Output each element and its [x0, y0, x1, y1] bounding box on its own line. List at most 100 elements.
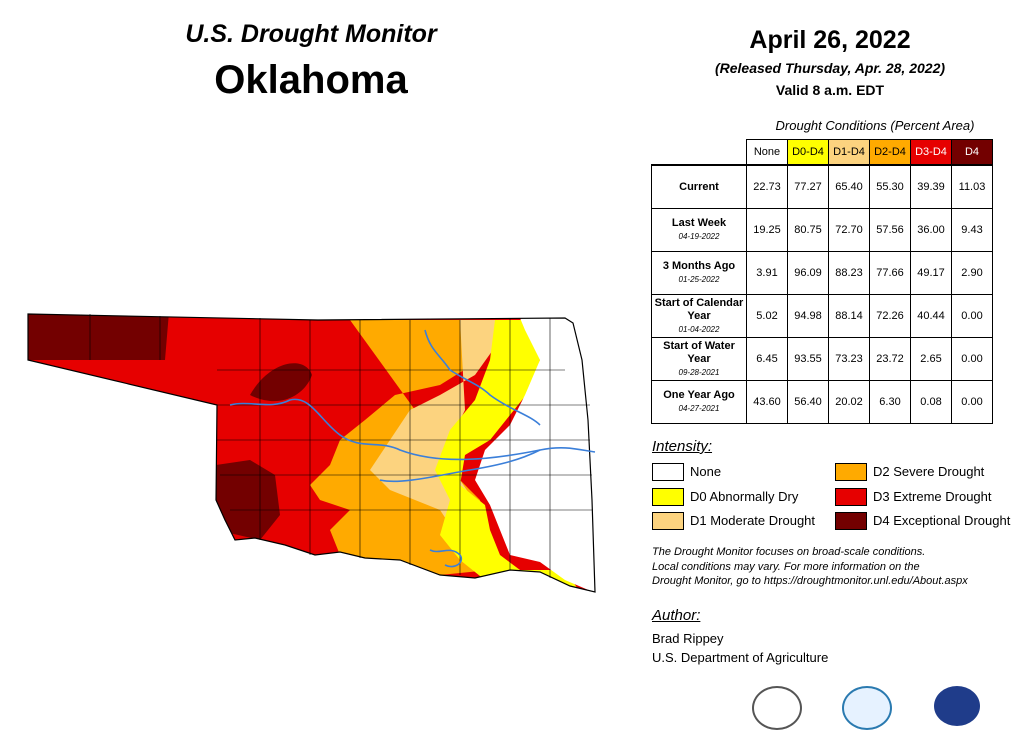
legend-swatch [652, 488, 684, 506]
table-header-row: None D0-D4 D1-D4 D2-D4 D3-D4 D4 [652, 139, 993, 166]
oklahoma-drought-map [27, 313, 596, 593]
table-cell: 55.30 [869, 164, 911, 209]
row-label-text: Start of Water Year [663, 339, 735, 365]
column-header-d1-d4: D1-D4 [828, 139, 870, 166]
column-header-d3-d4: D3-D4 [910, 139, 952, 166]
legend-swatch [835, 463, 867, 481]
d4-northwest [250, 363, 312, 402]
note-line-3: Drought Monitor, go to https://droughtmo… [652, 575, 968, 587]
column-header-d4: D4 [951, 139, 993, 166]
row-label-text: 3 Months Ago [662, 260, 736, 272]
row-date: 01-04-2022 [678, 324, 720, 334]
none-region [475, 318, 595, 592]
table-cell: 6.30 [869, 380, 911, 424]
row-date: 09-28-2021 [678, 367, 720, 377]
row-label-text: Last Week [671, 217, 727, 229]
table-cell: 57.56 [869, 208, 911, 252]
legend-swatch [652, 512, 684, 530]
row-date: 01-25-2022 [678, 275, 720, 284]
row-date: 04-19-2022 [678, 232, 720, 241]
table-cell: 72.70 [828, 208, 870, 252]
row-label: Current [651, 164, 747, 209]
table-cell: 19.25 [746, 208, 788, 252]
usda-logo [842, 686, 892, 730]
table-cell: 49.17 [910, 251, 952, 295]
table-cell: 93.55 [787, 337, 829, 381]
table-row: Last Week 04-19-2022 19.25 80.75 72.70 57.56 3… [651, 208, 993, 252]
row-label-text: Current [679, 180, 719, 193]
table-cell: 5.02 [746, 294, 788, 338]
table-cell: 11.03 [951, 164, 993, 209]
table-cell: 3.91 [746, 251, 788, 295]
row-label: Start of Calendar Year 01-04-2022 [651, 294, 747, 338]
d1-region [370, 320, 500, 540]
table-cell: 40.44 [910, 294, 952, 338]
legend-label: D2 Severe Drought [873, 464, 985, 479]
legend-swatch [652, 463, 684, 481]
map-title: U.S. Drought Monitor [185, 20, 437, 48]
table-cell: 56.40 [787, 380, 829, 424]
drought-conditions-table: None D0-D4 D1-D4 D2-D4 D3-D4 D4 Current 22.73 7… [651, 139, 993, 424]
release-date: (Released Thursday, Apr. 28, 2022) [714, 60, 946, 76]
row-label-text: One Year Ago [663, 389, 735, 401]
table-cell: 96.09 [787, 251, 829, 295]
table-cell: 2.90 [951, 251, 993, 295]
table-row: Start of Calendar Year 01-04-2022 5.02 94.9… [651, 294, 993, 338]
table-cell: 65.40 [828, 164, 870, 209]
ndmc-logo [752, 686, 802, 730]
table-row: Start of Water Year 09-28-2021 6.45 93.55 73… [651, 337, 993, 381]
table-cell: 73.23 [828, 337, 870, 381]
d0-region [435, 320, 580, 592]
table-cell: 20.02 [828, 380, 870, 424]
map-date: April 26, 2022 [749, 26, 911, 54]
legend-label: D3 Extreme Drought [873, 489, 992, 504]
column-header-d2-d4: D2-D4 [869, 139, 911, 166]
note-line-1: The Drought Monitor focuses on broad-sca… [652, 546, 926, 558]
table-cell: 23.72 [869, 337, 911, 381]
table-cell: 43.60 [746, 380, 788, 424]
row-date: 04-27-2021 [678, 404, 720, 413]
table-cell: 0.00 [951, 380, 993, 424]
author-heading: Author: [652, 607, 701, 624]
row-label: One Year Ago 04-27-2021 [651, 380, 747, 424]
table-cell: 36.00 [910, 208, 952, 252]
legend-swatch [835, 512, 867, 530]
table-cell: 94.98 [787, 294, 829, 338]
row-label-text: Start of Calendar Year [654, 296, 744, 322]
table-row: Current 22.73 77.27 65.40 55.30 39.39 11.03 [651, 164, 993, 209]
author-block: Brad Rippey U.S. Department of Agricultu… [652, 629, 828, 667]
table-cell: 0.00 [951, 294, 993, 338]
table-cell: 0.00 [951, 337, 993, 381]
table-row: One Year Ago 04-27-2021 43.60 56.40 20.02 6.3… [651, 380, 993, 424]
legend-label: D4 Exceptional Drought [873, 513, 1011, 528]
header-blank [652, 140, 747, 166]
legend-swatch [835, 488, 867, 506]
disclaimer-note: The Drought Monitor focuses on broad-sca… [652, 545, 1017, 589]
legend-label: D0 Abnormally Dry [690, 489, 799, 504]
table-caption: Drought Conditions (Percent Area) [775, 118, 975, 133]
column-header-none: None [746, 139, 788, 166]
d4-southwest [216, 460, 280, 540]
author-name: Brad Rippey [652, 631, 724, 646]
county-lines [89, 314, 593, 578]
table-cell: 72.26 [869, 294, 911, 338]
d4-panhandle [28, 314, 170, 360]
author-org: U.S. Department of Agriculture [652, 650, 829, 665]
legend-title: Intensity: [652, 438, 713, 455]
table-cell: 9.43 [951, 208, 993, 252]
state-name: Oklahoma [214, 58, 408, 102]
column-header-d0-d4: D0-D4 [787, 139, 829, 166]
valid-time: Valid 8 a.m. EDT [775, 82, 885, 98]
state-outline [27, 313, 596, 593]
table-cell: 88.14 [828, 294, 870, 338]
legend-label: D1 Moderate Drought [690, 513, 816, 528]
table-cell: 0.08 [910, 380, 952, 424]
table-cell: 39.39 [910, 164, 952, 209]
rivers [229, 329, 596, 568]
row-label: Last Week 04-19-2022 [651, 208, 747, 252]
table-cell: 6.45 [746, 337, 788, 381]
table-cell: 77.27 [787, 164, 829, 209]
table-cell: 88.23 [828, 251, 870, 295]
table-cell: 80.75 [787, 208, 829, 252]
noaa-logo [934, 686, 980, 726]
